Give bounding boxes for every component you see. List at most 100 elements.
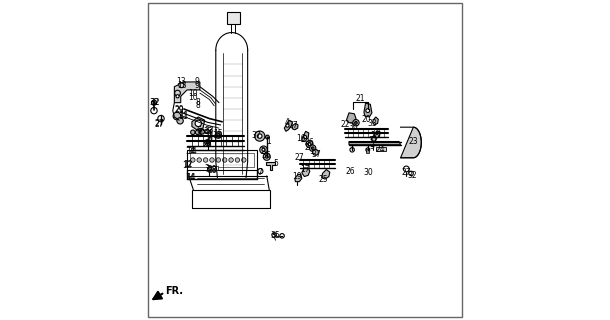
Polygon shape — [227, 12, 240, 24]
Polygon shape — [200, 129, 204, 134]
Circle shape — [242, 158, 246, 162]
Circle shape — [371, 143, 375, 147]
Circle shape — [173, 112, 181, 120]
Text: 31: 31 — [368, 136, 378, 145]
Text: 26: 26 — [345, 167, 355, 176]
Text: 26: 26 — [203, 140, 212, 149]
Circle shape — [286, 124, 289, 127]
Text: 35: 35 — [271, 231, 281, 240]
Text: 19: 19 — [292, 172, 302, 181]
Polygon shape — [295, 174, 302, 182]
Text: 15: 15 — [212, 131, 222, 140]
Text: 28: 28 — [208, 165, 217, 174]
Polygon shape — [373, 117, 378, 125]
Text: 10: 10 — [188, 93, 198, 102]
Text: 4: 4 — [284, 118, 289, 127]
Circle shape — [264, 153, 270, 160]
Bar — [376, 147, 386, 151]
Bar — [187, 150, 257, 170]
Text: 37: 37 — [252, 131, 262, 140]
Circle shape — [403, 166, 409, 172]
Text: 6: 6 — [197, 126, 202, 135]
Circle shape — [197, 158, 201, 162]
Text: 3: 3 — [206, 165, 210, 174]
Text: 7: 7 — [257, 168, 262, 177]
Text: 23: 23 — [409, 137, 418, 146]
Circle shape — [223, 158, 227, 162]
Circle shape — [366, 148, 370, 152]
Text: FR.: FR. — [165, 286, 183, 296]
Text: 16: 16 — [296, 134, 306, 143]
Text: 21: 21 — [356, 94, 365, 103]
Text: 20: 20 — [362, 115, 371, 124]
Polygon shape — [174, 82, 200, 103]
Circle shape — [158, 116, 164, 122]
Circle shape — [258, 169, 263, 174]
Circle shape — [303, 135, 307, 139]
Text: 12: 12 — [182, 161, 192, 170]
Text: 13: 13 — [176, 77, 186, 86]
Circle shape — [151, 108, 157, 114]
Circle shape — [272, 233, 276, 237]
Circle shape — [265, 135, 270, 139]
Circle shape — [235, 158, 240, 162]
Circle shape — [217, 133, 220, 137]
Polygon shape — [208, 138, 212, 141]
Circle shape — [210, 158, 214, 162]
Circle shape — [257, 134, 262, 138]
Polygon shape — [349, 141, 401, 145]
Circle shape — [350, 148, 354, 152]
Text: 9: 9 — [194, 81, 199, 90]
Text: 34: 34 — [185, 147, 195, 156]
Circle shape — [206, 141, 209, 144]
Text: 32: 32 — [150, 98, 159, 107]
Bar — [211, 166, 218, 170]
Text: 33: 33 — [204, 125, 214, 134]
Text: 24: 24 — [375, 145, 385, 154]
Circle shape — [205, 129, 209, 133]
Circle shape — [306, 140, 313, 148]
Text: 6: 6 — [198, 128, 203, 137]
Text: 33: 33 — [368, 119, 378, 128]
Circle shape — [371, 136, 376, 141]
Text: 18: 18 — [370, 131, 380, 140]
Circle shape — [409, 171, 414, 176]
Circle shape — [353, 120, 359, 126]
Text: 17: 17 — [300, 165, 310, 174]
Text: 27: 27 — [401, 168, 411, 177]
Text: 9: 9 — [195, 77, 199, 86]
Circle shape — [176, 95, 179, 98]
Circle shape — [308, 142, 311, 146]
Circle shape — [265, 156, 268, 158]
Text: 10: 10 — [188, 89, 198, 98]
Text: 32: 32 — [407, 171, 417, 180]
Text: 37: 37 — [311, 150, 321, 159]
Text: 29: 29 — [174, 106, 184, 115]
Circle shape — [203, 158, 208, 162]
Text: 36: 36 — [262, 151, 271, 160]
Circle shape — [229, 158, 233, 162]
Text: 26: 26 — [202, 140, 212, 148]
Polygon shape — [401, 127, 422, 158]
Circle shape — [200, 129, 204, 133]
Circle shape — [354, 122, 357, 124]
Text: 22: 22 — [341, 120, 350, 130]
Text: 5: 5 — [273, 159, 278, 168]
Text: 3: 3 — [370, 142, 375, 151]
Text: 25: 25 — [318, 175, 328, 184]
Circle shape — [280, 234, 284, 238]
Circle shape — [265, 155, 270, 159]
Circle shape — [207, 167, 211, 171]
Text: 11: 11 — [179, 111, 188, 120]
Text: 14: 14 — [185, 173, 195, 182]
Text: 2: 2 — [260, 147, 265, 156]
Text: 11: 11 — [179, 112, 188, 121]
Circle shape — [179, 83, 184, 88]
Circle shape — [190, 130, 195, 134]
Circle shape — [262, 148, 265, 151]
Text: 8: 8 — [196, 98, 201, 107]
Text: 14: 14 — [187, 173, 196, 182]
Bar — [190, 153, 254, 167]
Text: 1: 1 — [267, 137, 271, 146]
Text: 29: 29 — [174, 105, 184, 114]
